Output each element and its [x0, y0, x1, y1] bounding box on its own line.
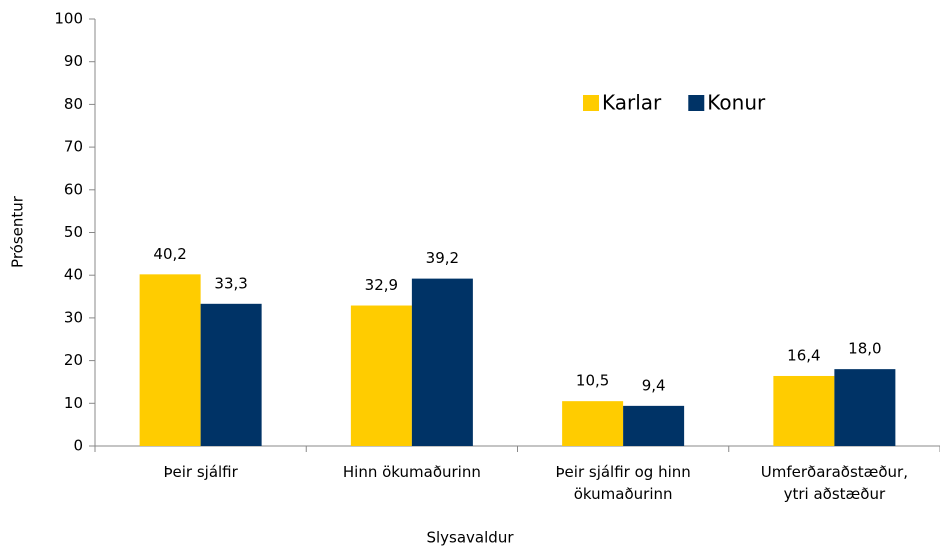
x-tick-label: Þeir sjálfir og hinn ökumaðurinn	[555, 463, 691, 503]
y-axis-title: Prósentur	[9, 195, 27, 268]
y-tick-label: 70	[64, 138, 83, 156]
y-tick-label: 80	[64, 95, 83, 113]
legend-label: Konur	[707, 91, 766, 115]
bar	[139, 274, 201, 446]
data-label: 40,2	[153, 245, 186, 263]
bar	[200, 303, 262, 446]
y-tick-label: 50	[64, 223, 83, 241]
data-label: 32,9	[365, 276, 398, 294]
bar	[411, 278, 473, 446]
legend-swatch	[688, 95, 705, 111]
x-tick-label: Umferðaraðstæður, ytri aðstæður	[760, 463, 908, 503]
data-label: 33,3	[214, 274, 247, 292]
y-tick-label: 30	[64, 308, 83, 326]
y-tick-label: 0	[73, 437, 83, 455]
data-label: 16,4	[787, 346, 820, 364]
x-tick-label: Þeir sjálfir	[163, 463, 238, 481]
bar	[562, 401, 624, 446]
data-label: 9,4	[642, 376, 666, 394]
y-tick-label: 100	[54, 10, 83, 28]
bar	[623, 405, 685, 446]
x-axis-title: Slysavaldur	[426, 529, 514, 547]
y-tick-label: 90	[64, 52, 83, 70]
legend-label: Karlar	[602, 91, 662, 115]
y-tick-label: 40	[64, 266, 83, 284]
bar	[350, 305, 412, 446]
x-tick-label: Hinn ökumaðurinn	[342, 463, 481, 481]
y-tick-label: 20	[64, 351, 83, 369]
y-tick-label: 60	[64, 180, 83, 198]
bar	[834, 369, 896, 446]
data-label: 39,2	[426, 249, 459, 267]
y-tick-label: 10	[64, 394, 83, 412]
bar	[773, 375, 835, 446]
legend-swatch	[583, 95, 599, 111]
data-label: 10,5	[576, 372, 609, 390]
data-label: 18,0	[848, 340, 881, 358]
